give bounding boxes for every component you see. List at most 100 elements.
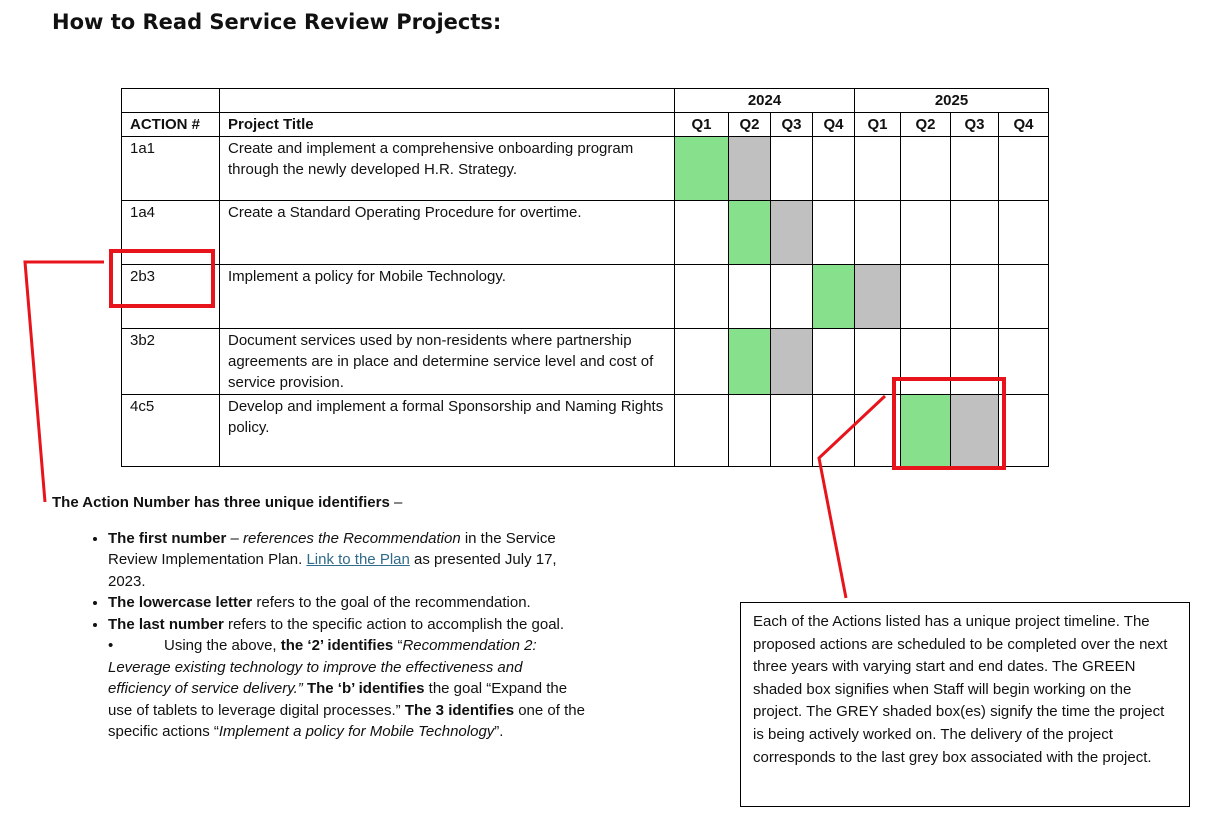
timeline-cell <box>998 264 1049 329</box>
timeline-cell <box>674 394 729 467</box>
text-run: Using the above, <box>164 637 281 654</box>
text-run: the goal “Expand the use of tablets to l… <box>108 680 568 719</box>
year-header: 2024 <box>674 88 855 113</box>
timeline-cell <box>854 200 901 265</box>
text-run: references the Recommendation <box>243 529 461 547</box>
start-cell <box>674 136 729 201</box>
project-row: 3b2 Document services used by non-residen… <box>121 328 1049 395</box>
action-number: 1a4 <box>121 200 220 265</box>
timeline-cell <box>900 264 951 329</box>
timeline-cell <box>770 136 813 201</box>
project-row: 1a4 Create a Standard Operating Procedure… <box>121 200 1049 265</box>
text-run: refers to the specific action to accompl… <box>223 615 565 633</box>
timeline-cell <box>854 136 901 201</box>
text-run: – <box>226 529 244 547</box>
timeline-cell <box>854 394 901 467</box>
bullet-item: The lowercase letter refers to the goal … <box>108 592 588 614</box>
link[interactable]: Link to the Plan <box>306 551 410 568</box>
sub-bullet-text: Using the above, the ‘2’ identifies “Rec… <box>108 635 588 743</box>
action-number: 1a1 <box>121 136 220 201</box>
timeline-cell <box>950 328 999 395</box>
quarter-header: Q2 <box>728 112 771 137</box>
bullet-item: The last number refers to the specific a… <box>108 614 588 636</box>
text-run: one of the specific actions “ <box>108 701 585 741</box>
timeline-cell <box>728 264 771 329</box>
timeline-cell <box>770 264 813 329</box>
callout-box: Each of the Actions listed has a unique … <box>740 602 1190 807</box>
text-run: Recommendation 2: Leverage existing tech… <box>108 637 537 697</box>
quarter-header: Q1 <box>854 112 901 137</box>
text-run: Implement a policy for Mobile Technology <box>218 723 495 740</box>
active-cell <box>770 200 813 265</box>
project-title: Create a Standard Operating Procedure fo… <box>219 200 675 265</box>
text-run: ”. <box>494 723 504 740</box>
active-cell <box>950 394 999 467</box>
sub-bullet: • Using the above, the ‘2’ identifies “Re… <box>108 635 588 743</box>
bullet-dot: • <box>108 637 114 654</box>
quarter-header: Q2 <box>900 112 951 137</box>
action-number: 4c5 <box>121 394 220 467</box>
timeline-cell <box>674 200 729 265</box>
timeline-cell <box>812 136 855 201</box>
timeline-cell <box>998 136 1049 201</box>
timeline-cell <box>854 328 901 395</box>
start-cell <box>728 200 771 265</box>
active-cell <box>854 264 901 329</box>
timeline-cell <box>998 394 1049 467</box>
action-number: 3b2 <box>121 328 220 395</box>
start-cell <box>900 394 951 467</box>
timeline-cell <box>998 328 1049 395</box>
start-cell <box>812 264 855 329</box>
text-run: The ‘b’ identifies <box>302 680 425 697</box>
timeline-cell <box>812 200 855 265</box>
blank-cell <box>219 88 675 113</box>
timeline-cell <box>728 394 771 467</box>
quarter-header: Q3 <box>950 112 999 137</box>
timeline-cell <box>812 328 855 395</box>
text-run: The 3 identifies <box>404 701 515 719</box>
project-title: Create and implement a comprehensive onb… <box>219 136 675 201</box>
project-row: 2b3 Implement a policy for Mobile Technol… <box>121 264 1049 329</box>
quarter-header: Q1 <box>674 112 729 137</box>
text-run: as presented July 17, 2023. <box>108 551 557 590</box>
action-number: 2b3 <box>121 264 220 329</box>
timeline-cell <box>674 328 729 395</box>
quarter-header: Q4 <box>998 112 1049 137</box>
active-cell <box>728 136 771 201</box>
project-table: 2024 2025 ACTION # Project Title Q1 Q2 Q3 Q4 Q1 Q… <box>121 88 1049 467</box>
intro: The Action Number has three unique ident… <box>52 492 612 514</box>
page-title: How to Read Service Review Projects: <box>52 10 502 34</box>
timeline-cell <box>812 394 855 467</box>
text-run: in the Service Review Implementation Pla… <box>108 529 556 569</box>
year-header: 2025 <box>854 88 1049 113</box>
project-title: Develop and implement a formal Sponsorsh… <box>219 394 675 467</box>
timeline-cell <box>900 136 951 201</box>
header-row: ACTION # Project Title Q1 Q2 Q3 Q4 Q1 Q2 Q3 Q4 <box>121 112 1049 137</box>
timeline-cell <box>770 394 813 467</box>
project-row: 4c5 Develop and implement a formal Sponso… <box>121 394 1049 467</box>
text-run: the ‘2’ identifies <box>280 637 394 654</box>
column-header: ACTION # <box>121 112 220 137</box>
project-title: Document services used by non-residents … <box>219 328 675 395</box>
quarter-header: Q4 <box>812 112 855 137</box>
start-cell <box>728 328 771 395</box>
timeline-cell <box>998 200 1049 265</box>
text-run: refers to the goal of the recommendation… <box>252 594 531 611</box>
text-run: “ <box>393 637 403 654</box>
timeline-cell <box>950 136 999 201</box>
timeline-cell <box>900 200 951 265</box>
text-run: The first number <box>108 529 227 547</box>
timeline-cell <box>950 200 999 265</box>
active-cell <box>770 328 813 395</box>
bullet-list: The first number – references the Recomm… <box>52 528 588 636</box>
quarter-header: Q3 <box>770 112 813 137</box>
blank-cell <box>121 88 220 113</box>
text-run: – <box>389 494 403 511</box>
timeline-cell <box>674 264 729 329</box>
bullet-item: The first number – references the Recomm… <box>108 528 588 593</box>
callout-line <box>23 260 104 503</box>
timeline-cell <box>900 328 951 395</box>
column-header: Project Title <box>219 112 675 137</box>
